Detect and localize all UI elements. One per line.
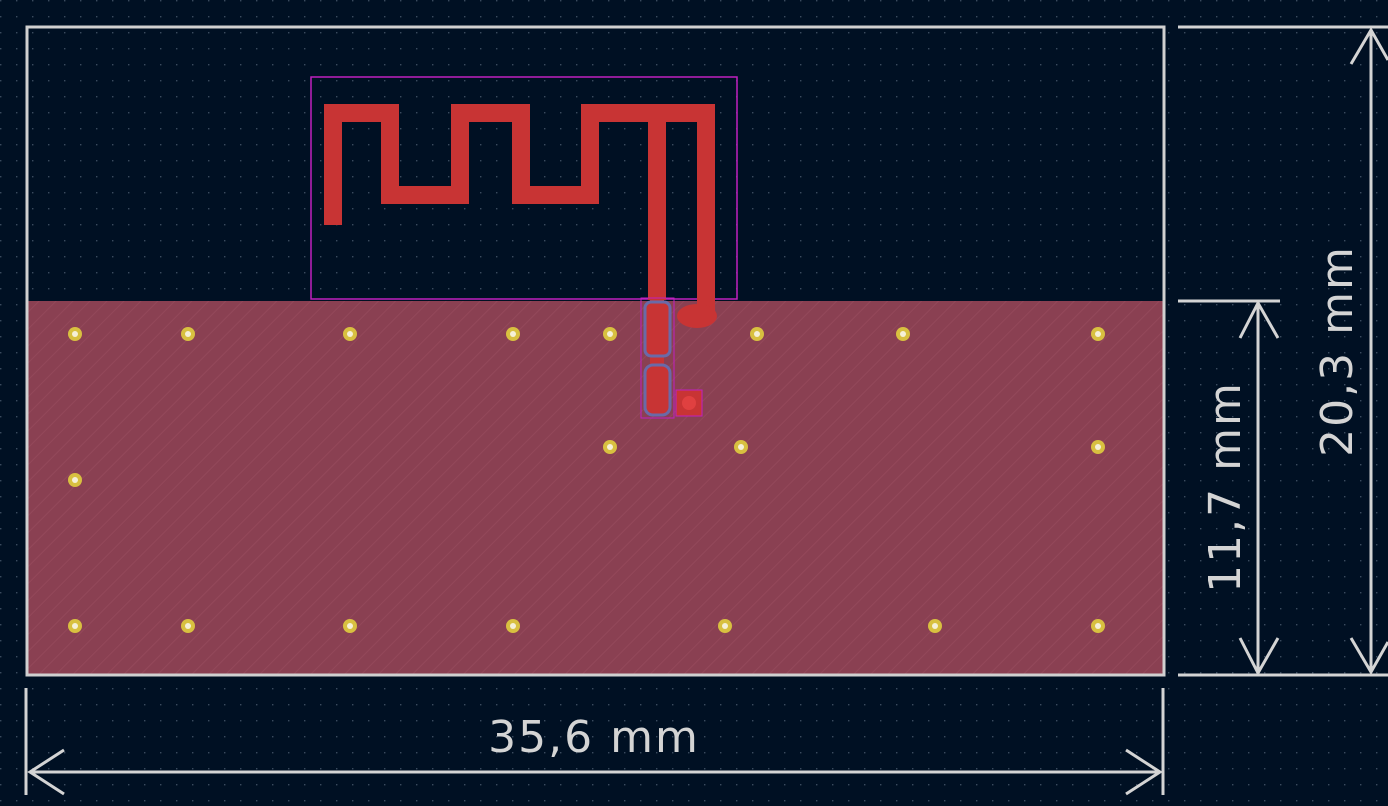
height-ground-dimension[interactable] xyxy=(1178,299,1280,677)
via-group[interactable] xyxy=(68,327,1105,633)
matching-components[interactable] xyxy=(640,285,703,419)
width-dimension-label: 35,6 mm xyxy=(488,712,700,763)
via-hole xyxy=(1095,623,1101,629)
via-hole xyxy=(738,444,744,450)
via-hole xyxy=(607,444,613,450)
via-hole xyxy=(72,331,78,337)
via-hole xyxy=(72,477,78,483)
height-ground-dimension-label: 11,7 mm xyxy=(1200,381,1251,593)
smd-pad-icon[interactable] xyxy=(643,363,672,417)
via-hole xyxy=(185,623,191,629)
smd-pad-icon[interactable] xyxy=(675,389,703,417)
meander-trace-antenna-icon[interactable] xyxy=(324,104,715,315)
via-hole xyxy=(510,623,516,629)
via-hole xyxy=(347,331,353,337)
via-hole xyxy=(900,331,906,337)
via-hole xyxy=(1095,331,1101,337)
via-hole xyxy=(607,331,613,337)
height-total-dimension[interactable] xyxy=(1178,25,1388,677)
smd-pad-icon[interactable] xyxy=(643,300,672,358)
board-outline[interactable] xyxy=(25,25,1166,677)
height-total-dimension-label: 20,3 mm xyxy=(1312,245,1363,457)
antenna-courtyard[interactable] xyxy=(310,76,738,300)
via-hole xyxy=(347,623,353,629)
via-hole xyxy=(754,331,760,337)
via-hole xyxy=(510,331,516,337)
via-hole xyxy=(185,331,191,337)
via-hole xyxy=(722,623,728,629)
via-hole xyxy=(1095,444,1101,450)
via-hole xyxy=(72,623,78,629)
component-courtyard xyxy=(640,297,675,419)
width-dimension[interactable] xyxy=(24,688,1165,796)
ground-plane-zone[interactable] xyxy=(27,301,1164,675)
via-hole xyxy=(932,623,938,629)
antenna-feed-blob xyxy=(677,304,717,328)
via-icon[interactable] xyxy=(682,396,696,410)
